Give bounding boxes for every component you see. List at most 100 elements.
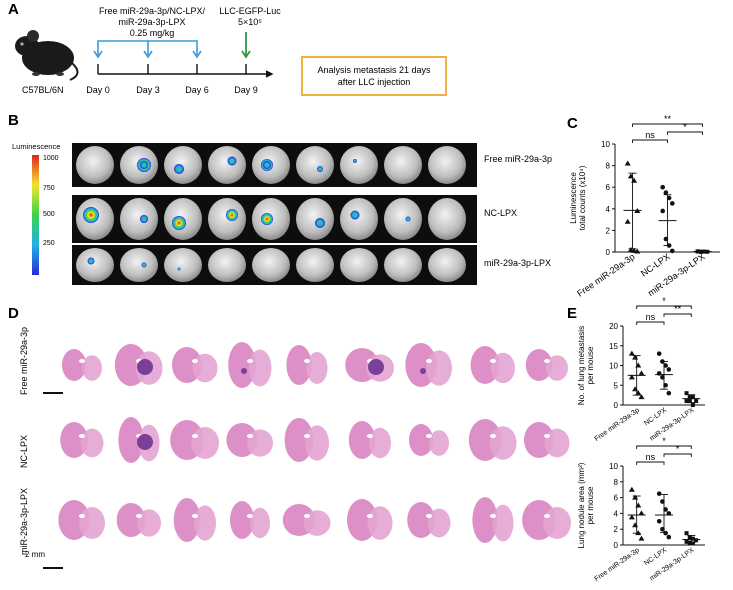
significance-bracket: [636, 321, 665, 325]
data-point-circle: [663, 190, 669, 195]
ivis-lung: [340, 146, 378, 184]
significance-label: **: [674, 304, 682, 314]
he-airway: [426, 514, 432, 518]
ivis-lung: [208, 198, 246, 240]
data-point-triangle: [638, 394, 645, 400]
data-point-circle: [656, 519, 662, 524]
he-lung-lobe: [137, 509, 161, 537]
ivis-signal-spot: [174, 164, 184, 174]
he-lung-lobe: [228, 342, 256, 388]
histology-image-rows: [58, 342, 571, 543]
ivis-lung: [296, 146, 334, 184]
panel-b-label: B: [8, 112, 19, 129]
ivis-lung: [164, 248, 202, 282]
panel-d: D Free miR-29a-3p NC-LPX miR-29a-3p-LPX …: [8, 305, 571, 569]
injection-bracket: [93, 40, 202, 59]
data-point-circle: [666, 511, 672, 516]
data-point-square: [687, 399, 692, 404]
he-airway: [192, 434, 198, 438]
he-airway: [490, 514, 496, 518]
data-point-circle: [663, 530, 668, 536]
y-tick-label: 8: [606, 162, 611, 171]
x-category-label: Free miR-29a-3p: [575, 251, 636, 298]
data-point-square: [690, 403, 695, 407]
data-point-triangle: [635, 502, 642, 508]
data-point-square: [690, 536, 695, 541]
significance-bracket: [636, 461, 665, 465]
ivis-lung: [428, 146, 466, 184]
treatment-dose: 0.25 mg/kg: [130, 28, 175, 38]
he-lung-lobe: [247, 429, 273, 457]
data-point-triangle: [638, 370, 645, 376]
he-airway: [544, 514, 550, 518]
ivis-signal-spot: [315, 218, 325, 228]
he-airway: [544, 359, 550, 363]
panel-a-label: A: [8, 1, 19, 18]
ivis-lung: [208, 146, 246, 184]
panel-a: A C57BL/6N Free miR-29a-3p/NC-LPX/ miR-2…: [8, 1, 447, 96]
ivis-signal-spot: [227, 156, 237, 166]
significance-bracket: [636, 445, 692, 449]
mouse-icon: [15, 30, 79, 81]
he-lung-lobe: [369, 427, 391, 459]
significance-label: ns: [646, 312, 656, 322]
data-point-circle: [666, 367, 672, 372]
ivis-lung: [164, 146, 202, 184]
day-9: Day 9: [234, 85, 258, 95]
he-lung-lobe: [248, 349, 272, 387]
ivis-signal-spot: [140, 215, 148, 223]
chart-c-luminescence: 0 2 4 6 8 10 Luminescence total counts (x10⁴) Fr…: [569, 114, 720, 299]
data-point-circle: [656, 491, 662, 496]
x-category-label: Free miR-29a-3p: [593, 547, 640, 583]
significance-bracket: [667, 131, 703, 135]
colorbar-title: Luminescence: [12, 142, 60, 151]
ivis-lung: [76, 146, 114, 184]
ivis-lung: [296, 248, 334, 282]
data-point-triangle: [627, 246, 634, 252]
colorbar-tick-500: 500: [43, 211, 55, 218]
data-point-triangle: [638, 510, 645, 516]
y-tick-label: 8: [614, 478, 619, 487]
ivis-signal-spot: [353, 159, 357, 163]
data-point-triangle: [634, 207, 641, 213]
he-airway: [79, 514, 85, 518]
he-airway: [136, 514, 142, 518]
y-tick-label: 2: [614, 525, 619, 534]
chart-e-nodule-area: 0 2 4 6 8 10 Lung nodule area (mm²) per mouse Fr…: [577, 436, 705, 583]
he-metastasis-nodule: [241, 368, 247, 374]
data-point-square: [687, 535, 692, 540]
y-axis-title: per mouse: [586, 486, 595, 524]
data-point-circle: [666, 390, 672, 396]
y-tick-label: 5: [614, 381, 619, 390]
he-lung-lobe: [489, 426, 517, 460]
data-point-triangle: [632, 522, 639, 528]
he-metastasis-nodule: [368, 359, 384, 375]
y-axis-title: Luminescence: [569, 172, 578, 224]
x-category-label: NC-LPX: [643, 407, 668, 428]
he-lung-lobe: [525, 349, 553, 381]
y-axis-title: per mouse: [586, 346, 595, 384]
he-airway: [79, 359, 85, 363]
cell-injection-arrow: [241, 32, 251, 59]
data-point-square: [695, 249, 700, 254]
he-lung-lobe: [429, 430, 449, 456]
ivis-lung: [340, 198, 378, 240]
data-point-triangle: [632, 494, 639, 500]
significance-bracket: [632, 123, 703, 127]
ivis-row-label-lpx: miR-29a-3p-LPX: [484, 258, 551, 268]
data-point-triangle: [635, 530, 642, 536]
ivis-lung: [428, 198, 466, 240]
data-point-triangle: [627, 173, 634, 179]
he-lung-lobe: [492, 504, 514, 542]
data-point-triangle: [628, 514, 635, 520]
significance-label: ns: [646, 452, 656, 462]
he-lung-lobe: [409, 424, 433, 456]
ivis-signal-spot: [317, 166, 323, 172]
ivis-lung: [208, 248, 246, 282]
he-lung-lobe: [194, 505, 216, 541]
he-airway: [544, 434, 550, 438]
he-airway: [247, 359, 253, 363]
he-lung-lobe: [427, 508, 451, 538]
panel-b: B Luminescence 1000 750 500 250 Free miR…: [8, 112, 552, 285]
